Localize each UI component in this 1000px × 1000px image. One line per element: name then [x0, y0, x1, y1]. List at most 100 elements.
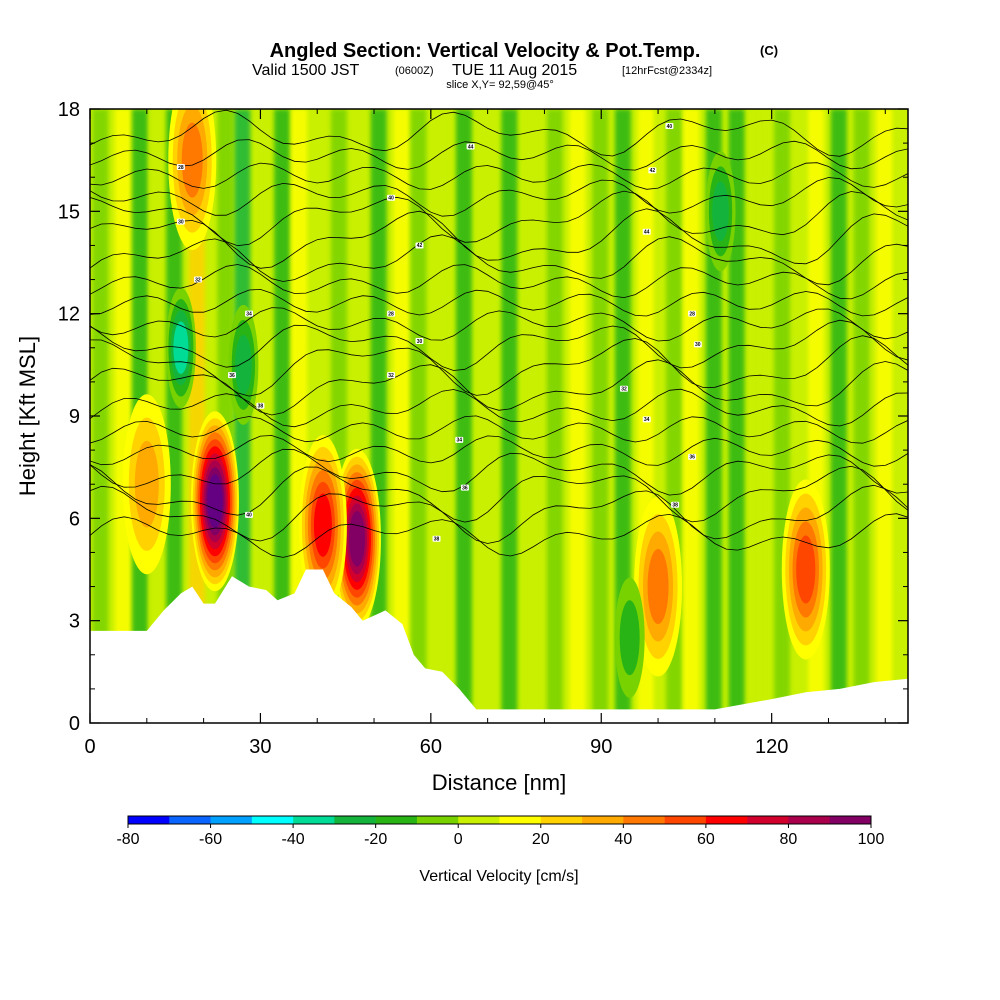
chart-title: Angled Section: Vertical Velocity & Pot.… — [270, 40, 701, 62]
theta-contour-line — [90, 208, 908, 269]
colorbar-tick-label: -60 — [199, 831, 222, 848]
velocity-streak — [257, 109, 274, 723]
contour-label: 44 — [466, 143, 475, 150]
colorbar-segment — [623, 816, 665, 824]
velocity-streak — [274, 109, 291, 723]
svg-text:40: 40 — [388, 195, 394, 201]
theta-contour-line — [90, 388, 908, 428]
svg-text:28: 28 — [689, 311, 695, 317]
velocity-streak — [92, 109, 109, 723]
velocity-streak — [683, 109, 700, 723]
contour-label: 30 — [176, 218, 185, 225]
svg-text:34: 34 — [644, 417, 650, 423]
downdraft-core — [619, 600, 640, 676]
svg-text:32: 32 — [195, 277, 201, 283]
y-tick-label: 9 — [69, 406, 80, 428]
contour-label: 28 — [387, 310, 396, 317]
svg-text:36: 36 — [229, 373, 235, 379]
colorbar-tick-label: -80 — [116, 831, 139, 848]
updraft-core — [181, 122, 203, 198]
theta-contour-line — [90, 109, 908, 157]
theta-contour-line — [90, 288, 908, 317]
theta-contour-line — [90, 448, 908, 496]
colorbar-segment — [458, 816, 500, 824]
contour-label: 36 — [460, 484, 469, 491]
contour-label: 40 — [665, 123, 674, 130]
colorbar-tick-label: 100 — [858, 831, 885, 848]
theta-contour-line — [90, 307, 908, 342]
colorbar-segment — [747, 816, 789, 824]
colorbar-tick-label: 0 — [454, 831, 463, 848]
theta-contour-line — [90, 359, 908, 416]
y-tick-label: 18 — [58, 99, 80, 121]
velocity-streak — [455, 109, 472, 723]
colorbar-tick-label: -40 — [282, 831, 305, 848]
colorbar-tick-label: 40 — [614, 831, 632, 848]
theta-contour-line — [90, 319, 908, 371]
contour-label: 32 — [619, 385, 628, 393]
contour-label: 36 — [228, 372, 237, 379]
chart-subtitle-valid: Valid 1500 JST — [252, 62, 360, 79]
velocity-streak — [410, 109, 427, 723]
theta-contour-line — [90, 139, 908, 171]
updraft-core — [348, 511, 365, 567]
updraft-core — [207, 474, 223, 529]
y-tick-label: 6 — [69, 508, 80, 530]
contour-label: 44 — [642, 228, 651, 236]
downdraft-core — [235, 334, 252, 395]
velocity-streak — [115, 109, 132, 723]
contour-label: 34 — [245, 310, 254, 317]
contour-label: 28 — [176, 163, 185, 171]
svg-text:32: 32 — [621, 387, 627, 393]
svg-text:38: 38 — [258, 404, 264, 410]
colorbar-tick-label: 80 — [780, 831, 798, 848]
theta-contour-line — [90, 177, 908, 217]
chart-subtitle-utc: (0600Z) — [395, 65, 434, 77]
contour-label: 30 — [415, 337, 424, 345]
velocity-streak — [751, 109, 768, 723]
svg-text:28: 28 — [178, 165, 184, 171]
svg-text:44: 44 — [644, 230, 650, 236]
colorbar-segment — [128, 816, 170, 824]
svg-text:30: 30 — [178, 219, 184, 225]
velocity-streak — [592, 109, 609, 723]
contour-label: 38 — [671, 501, 680, 508]
colorbar-segment — [293, 816, 335, 824]
contour-label: 38 — [432, 535, 441, 543]
theta-contour-line — [90, 415, 908, 444]
svg-text:44: 44 — [468, 144, 474, 150]
chart-title-units: (C) — [760, 43, 778, 58]
colorbar-segment — [540, 816, 583, 824]
theta-contour-line — [90, 264, 908, 300]
velocity-streak — [614, 109, 631, 723]
svg-text:30: 30 — [417, 339, 423, 345]
colorbar-segment — [416, 816, 459, 824]
svg-text:42: 42 — [417, 243, 423, 249]
contour-label: 38 — [256, 402, 265, 410]
x-tick-label: 60 — [420, 736, 442, 758]
chart-subtitle-forecast: [12hrFcst@2334z] — [622, 65, 712, 77]
colorbar-tick-label: 60 — [697, 831, 715, 848]
svg-text:34: 34 — [246, 311, 252, 317]
svg-text:36: 36 — [462, 485, 468, 491]
theta-contour-line — [90, 162, 908, 190]
theta-contour-line — [90, 335, 908, 397]
x-tick-label: 30 — [249, 736, 271, 758]
updraft-core — [796, 535, 816, 604]
svg-text:36: 36 — [689, 455, 695, 461]
theta-contour-line — [90, 464, 908, 523]
svg-text:38: 38 — [672, 502, 678, 508]
velocity-streak — [524, 109, 541, 723]
velocity-streak — [830, 109, 847, 723]
theta-contour-line — [90, 190, 908, 247]
theta-contour-line — [90, 234, 908, 286]
contour-label: 36 — [688, 453, 697, 461]
updraft-core — [313, 493, 332, 557]
svg-text:28: 28 — [388, 311, 394, 317]
colorbar-frame — [127, 815, 872, 825]
contour-label: 34 — [642, 416, 651, 423]
svg-text:40: 40 — [246, 513, 252, 519]
contour-label: 40 — [245, 511, 254, 519]
chart-slice-info: slice X,Y= 92,59@45° — [446, 79, 554, 91]
